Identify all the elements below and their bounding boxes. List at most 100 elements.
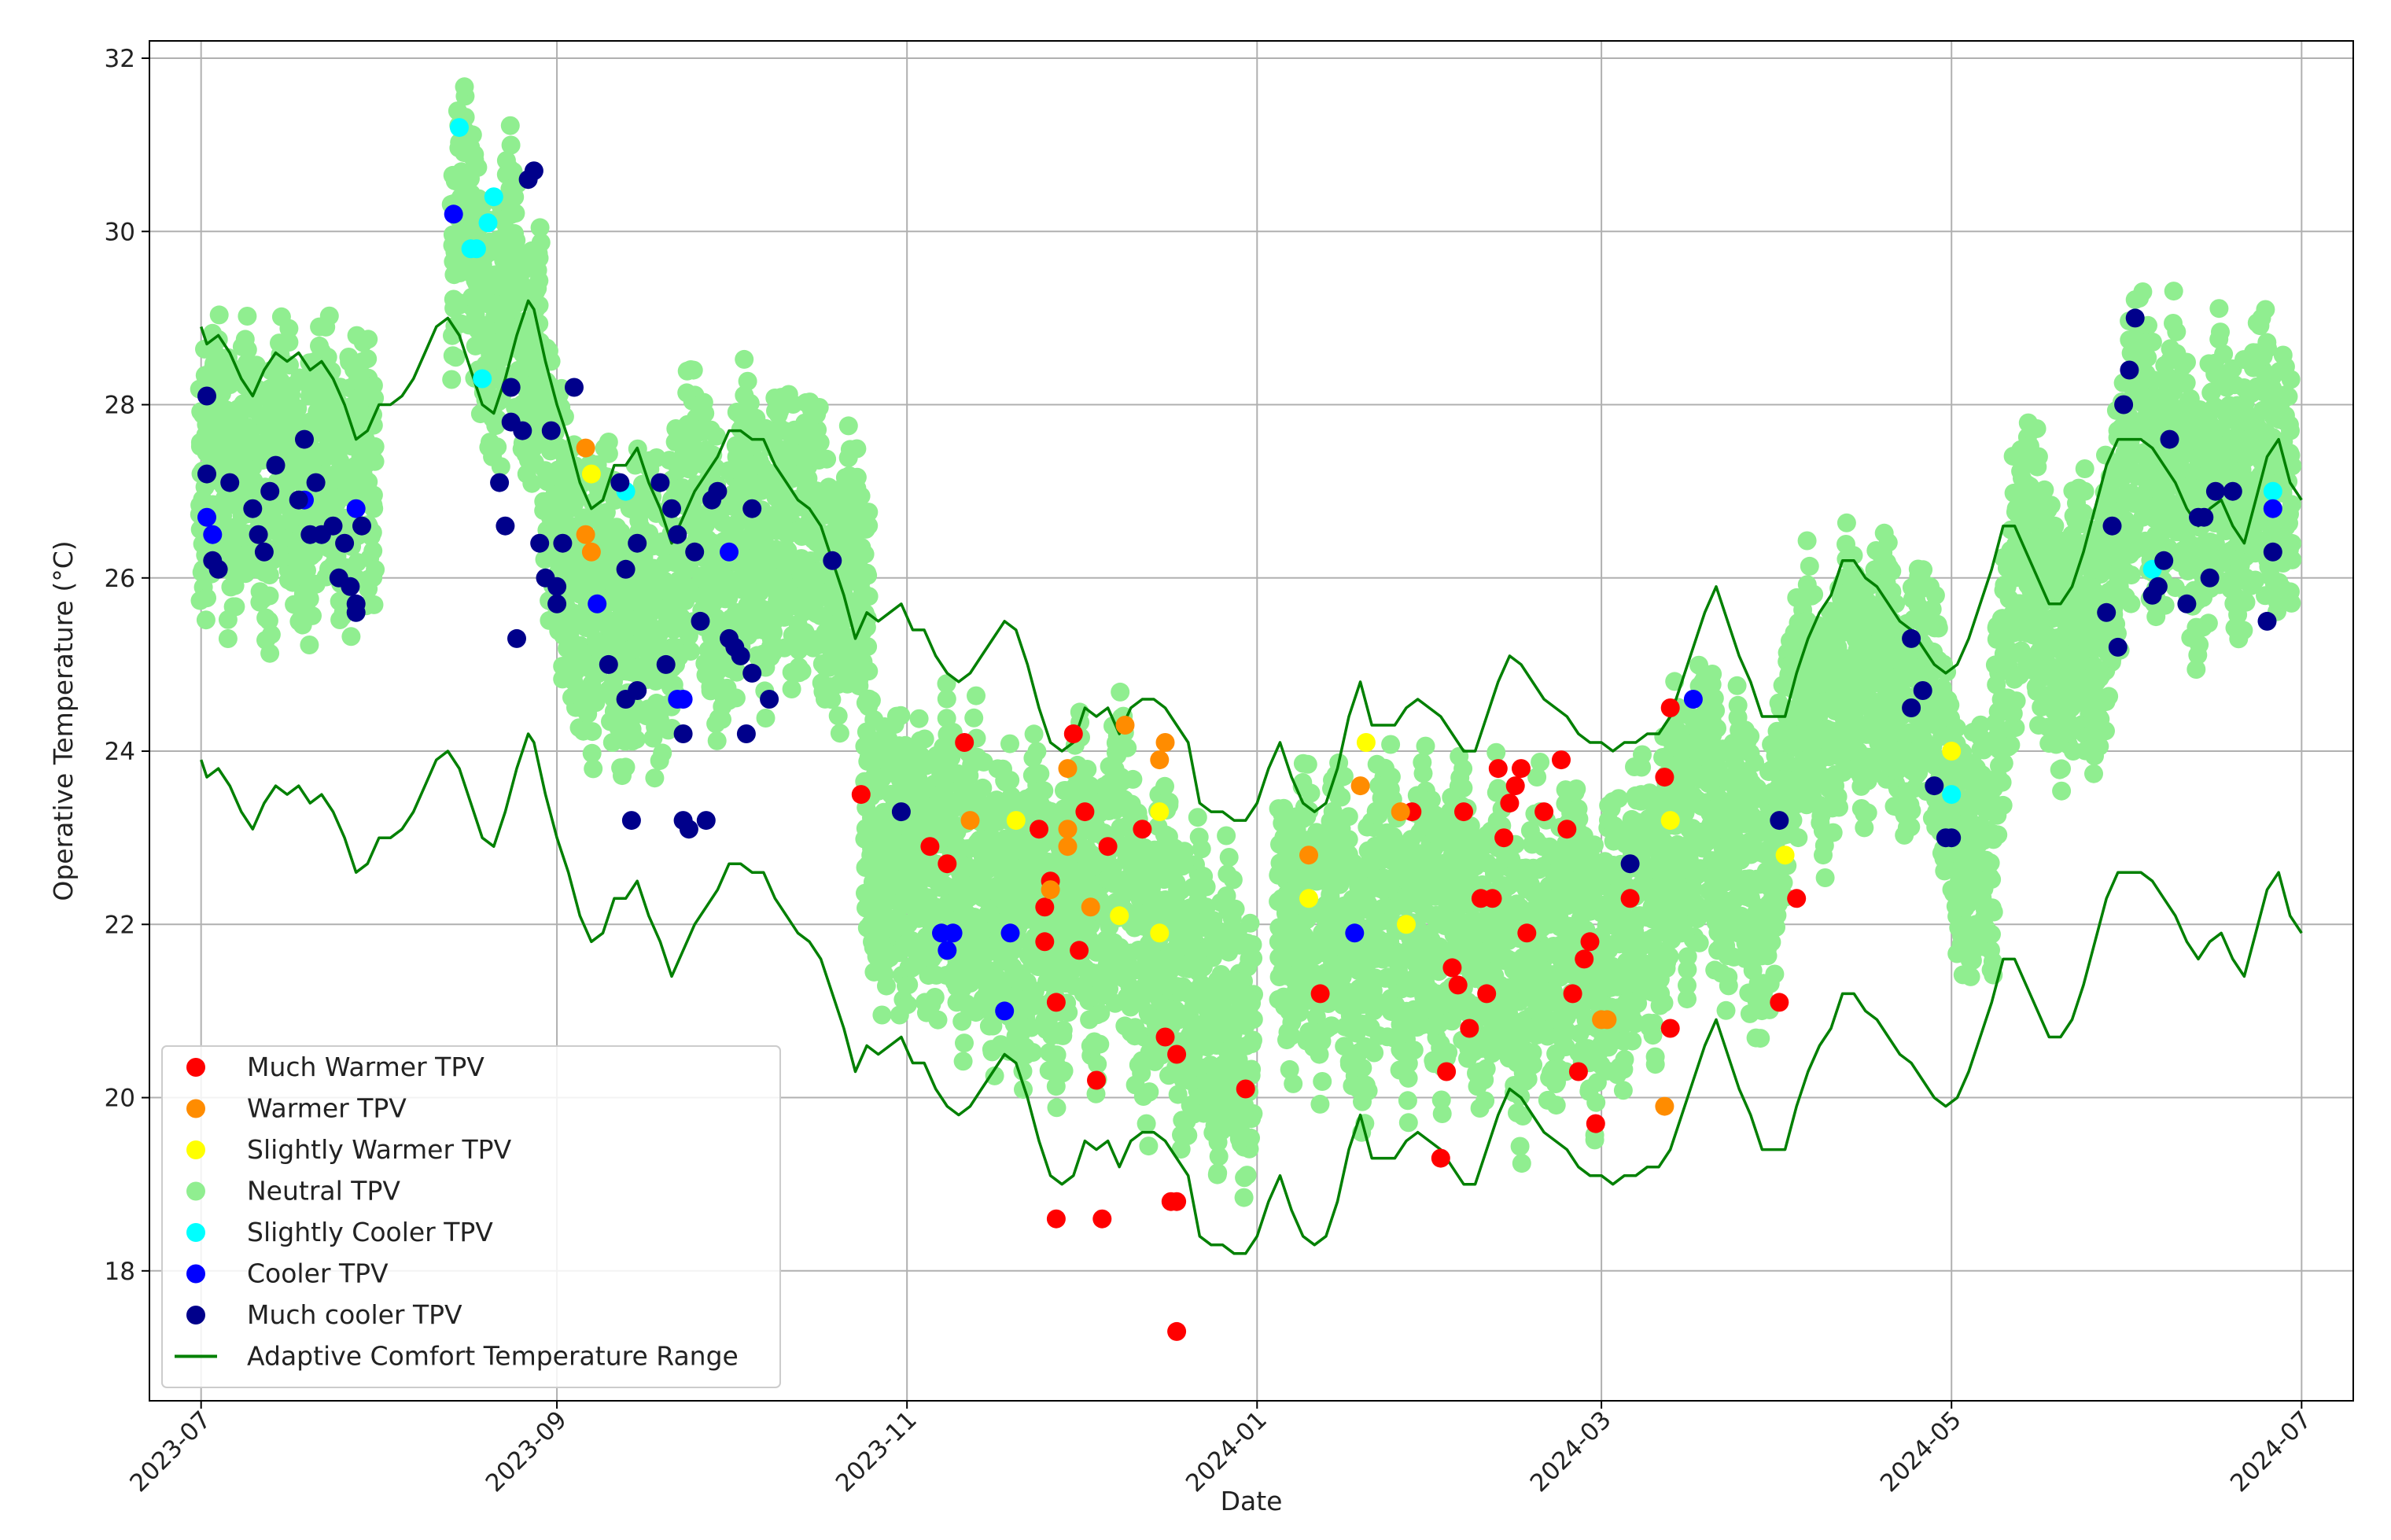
neutral-tpv-point	[1765, 964, 1785, 984]
neutral-tpv-point	[1633, 745, 1652, 764]
neutral-tpv-point	[792, 661, 812, 681]
neutral-tpv-point	[1719, 967, 1738, 986]
neutral-tpv-point	[341, 627, 361, 647]
neutral-tpv-point	[303, 606, 322, 625]
neutral-tpv-point	[1878, 532, 1898, 552]
neutral-tpv-point	[288, 399, 308, 418]
neutral-tpv-point	[847, 439, 867, 459]
neutral-tpv-point	[851, 486, 871, 506]
neutral-tpv-point	[953, 1052, 973, 1071]
neutral-tpv-point	[1240, 913, 1260, 933]
neutral-tpv-point	[653, 743, 672, 763]
neutral-tpv-point	[1365, 1043, 1384, 1063]
neutral-tpv-point	[616, 757, 636, 777]
neutral-tpv-point	[828, 706, 848, 726]
neutral-tpv-point	[1992, 772, 2012, 792]
neutral-tpv-point	[1027, 742, 1047, 761]
neutral-tpv-point	[1243, 1010, 1263, 1029]
neutral-tpv-point	[1225, 899, 1245, 919]
neutral-tpv-point	[209, 305, 229, 325]
neutral-tpv-point	[1137, 1114, 1156, 1133]
neutral-tpv-point	[738, 371, 757, 391]
neutral-tpv-point	[1339, 807, 1358, 827]
neutral-tpv-point	[226, 597, 245, 617]
neutral-tpv-point	[359, 330, 378, 349]
neutral-tpv-point	[1078, 760, 1097, 779]
neutral-tpv-point	[465, 145, 484, 164]
neutral-tpv-point	[1219, 848, 1239, 867]
neutral-tpv-point	[1070, 702, 1089, 722]
neutral-tpv-point	[1615, 1050, 1634, 1069]
neutral-tpv-point	[1928, 614, 1947, 634]
neutral-tpv-point	[756, 709, 776, 728]
neutral-tpv-point	[1243, 935, 1262, 954]
neutral-tpv-point	[645, 768, 665, 788]
neutral-tpv-point	[1980, 853, 2000, 873]
neutral-tpv-point	[857, 661, 876, 680]
neutral-tpv-point	[1453, 759, 1473, 779]
neutral-tpv-point	[1961, 967, 1980, 986]
neutral-tpv-point	[1128, 803, 1148, 823]
neutral-tpv-point	[1567, 779, 1586, 798]
neutral-tpv-point	[491, 457, 510, 477]
neutral-tpv-point	[1404, 1041, 1424, 1060]
neutral-tpv-point	[855, 544, 875, 564]
neutral-tpv-point	[1947, 718, 1966, 738]
neutral-tpv-point	[297, 561, 316, 580]
neutral-tpv-point	[1855, 804, 1874, 823]
neutral-tpv-point	[1023, 1043, 1042, 1062]
neutral-tpv-point	[1797, 531, 1817, 551]
neutral-tpv-point	[726, 688, 746, 708]
neutral-tpv-point	[1111, 682, 1130, 702]
neutral-tpv-point	[861, 691, 881, 710]
neutral-tpv-point	[1914, 560, 1933, 580]
neutral-tpv-point	[247, 356, 266, 375]
neutral-tpv-point	[1568, 799, 1588, 819]
neutral-tpv-point	[967, 686, 986, 706]
neutral-tpv-point	[2006, 691, 2026, 711]
neutral-tpv-point	[1623, 1031, 1642, 1051]
neutral-tpv-point	[1241, 1128, 1260, 1148]
neutral-tpv-point	[928, 1010, 948, 1030]
neutral-tpv-point	[1510, 1137, 1530, 1156]
neutral-tpv-point	[1586, 1092, 1606, 1112]
neutral-tpv-point	[1704, 688, 1724, 708]
neutral-tpv-point	[694, 392, 713, 412]
neutral-tpv-point	[500, 116, 520, 135]
neutral-tpv-point	[501, 135, 521, 155]
neutral-tpv-point	[809, 432, 828, 451]
neutral-tpv-point	[300, 636, 319, 654]
neutral-tpv-point	[1900, 795, 1920, 815]
neutral-tpv-point	[925, 988, 945, 1007]
neutral-tpv-point	[218, 629, 238, 648]
neutral-tpv-point	[1217, 826, 1236, 846]
neutral-tpv-point	[1654, 993, 1674, 1013]
neutral-tpv-point	[1280, 1059, 1299, 1079]
neutral-tpv-point	[1139, 1137, 1159, 1156]
neutral-tpv-point	[2028, 447, 2048, 466]
neutral-tpv-point	[1047, 1098, 1067, 1118]
neutral-tpv-point	[1815, 868, 1835, 887]
neutral-tpv-point	[1313, 1072, 1332, 1091]
neutral-tpv-point	[1546, 1096, 1566, 1115]
neutral-tpv-point	[1689, 933, 1709, 952]
neutral-tpv-point	[1235, 1168, 1254, 1188]
neutral-tpv-point	[1194, 867, 1214, 886]
neutral-tpv-point	[707, 731, 727, 750]
neutral-tpv-point	[1645, 1047, 1665, 1067]
neutral-tpv-point	[859, 503, 879, 522]
neutral-tpv-point	[2050, 760, 2069, 779]
neutral-tpv-point	[235, 330, 255, 349]
neutral-tpv-point	[735, 349, 754, 369]
neutral-tpv-point	[364, 499, 384, 518]
neutral-tpv-point	[1982, 924, 2001, 944]
neutral-tpv-point	[1398, 1091, 1417, 1111]
neutral-tpv-point	[238, 307, 257, 326]
neutral-tpv-point	[442, 370, 462, 389]
neutral-tpv-point	[319, 306, 339, 326]
neutral-tpv-point	[512, 274, 532, 294]
neutral-tpv-point	[366, 560, 385, 580]
neutral-tpv-point	[955, 1033, 974, 1053]
neutral-tpv-point	[583, 722, 602, 742]
